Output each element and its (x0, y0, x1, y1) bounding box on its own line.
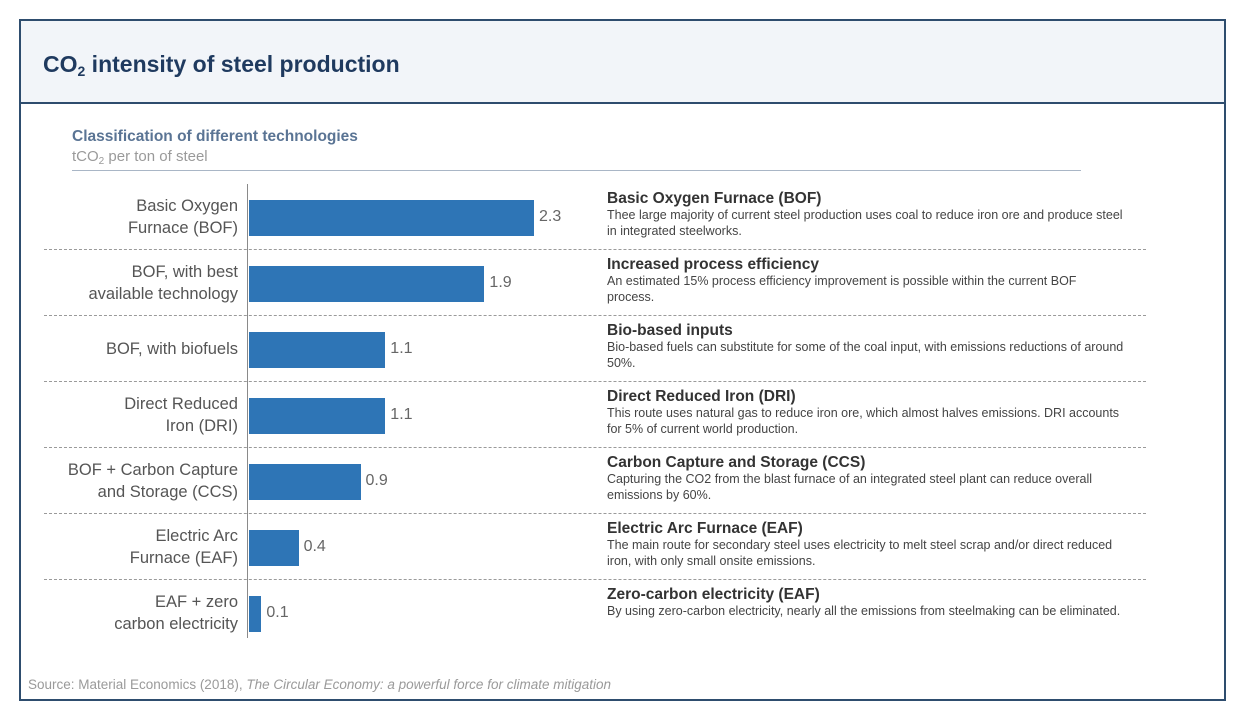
chart-row: BOF, with biofuels 1.1 Bio-based inputs Bio… (0, 316, 1240, 382)
description-text: The main route for secondary steel uses … (607, 538, 1113, 568)
description-text: Thee large majority of current steel pro… (607, 208, 1123, 238)
row-separator (44, 249, 1146, 250)
value-label: 1.1 (390, 340, 413, 357)
row-separator (44, 315, 1146, 316)
page-title: CO2 intensity of steel production (43, 51, 400, 79)
bar (249, 332, 386, 368)
description-heading: Bio-based inputs (607, 322, 733, 339)
technology-description: Electric Arc Furnace (EAF) The main route… (607, 519, 1127, 569)
bar (249, 398, 386, 434)
description-text: This route uses natural gas to reduce ir… (607, 406, 1120, 436)
row-separator (44, 513, 1146, 514)
bar (249, 596, 262, 632)
description-heading: Electric Arc Furnace (EAF) (607, 520, 803, 537)
category-label: Basic Oxygen Furnace (BOF) (127, 197, 238, 237)
row-separator (44, 381, 1146, 382)
chart-row: BOF + Carbon Capture and Storage (CCS) 0.… (0, 448, 1240, 514)
description-text: Capturing the CO2 from the blast furnace… (607, 472, 1093, 502)
header-band: CO2 intensity of steel production (21, 21, 1224, 104)
description-text: Bio-based fuels can substitute for some … (607, 340, 1124, 370)
unit-underline (72, 170, 1081, 171)
bar (249, 464, 361, 500)
technology-description: Basic Oxygen Furnace (BOF) Thee large maj… (607, 189, 1127, 239)
technology-description: Carbon Capture and Storage (CCS) Capturin… (607, 453, 1127, 503)
description-heading: Zero-carbon electricity (EAF) (607, 586, 820, 603)
slide-frame: CO2 intensity of steel production (19, 19, 1226, 701)
row-separator (44, 447, 1146, 448)
chart-row: BOF, with best available technology 1.9 In… (0, 250, 1240, 316)
y-axis-line (247, 184, 248, 638)
chart-subtitle: Classification of different technologies (72, 128, 358, 145)
category-label: BOF, with best available technology (88, 263, 238, 303)
source-note: Source: Material Economics (2018), The C… (28, 677, 611, 692)
category-label: Direct Reduced Iron (DRI) (124, 395, 238, 435)
description-heading: Increased process efficiency (607, 256, 819, 273)
category-label: EAF + zero carbon electricity (114, 593, 238, 633)
bar (249, 266, 485, 302)
value-label: 0.4 (303, 538, 326, 555)
value-label: 2.3 (539, 208, 562, 225)
technology-description: Bio-based inputs Bio-based fuels can subs… (607, 321, 1127, 371)
value-label: 1.1 (390, 406, 413, 423)
technology-description: Direct Reduced Iron (DRI) This route uses… (607, 387, 1127, 437)
category-label: BOF, with biofuels (105, 340, 238, 358)
bar (249, 530, 299, 566)
chart-row: Electric Arc Furnace (EAF) 0.4 Electric Ar… (0, 514, 1240, 580)
description-text: An estimated 15% process efficiency impr… (607, 274, 1077, 304)
category-label: BOF + Carbon Capture and Storage (CCS) (67, 461, 238, 501)
chart-unit-label: tCO2 per ton of steel (72, 148, 208, 167)
bar (249, 200, 534, 236)
row-separator (44, 579, 1146, 580)
description-text: By using zero-carbon electricity, nearly… (607, 604, 1121, 618)
technology-description: Increased process efficiency An estimated… (607, 255, 1127, 305)
value-label: 0.9 (365, 472, 388, 489)
value-label: 1.9 (489, 274, 512, 291)
description-heading: Basic Oxygen Furnace (BOF) (607, 190, 822, 207)
category-label: Electric Arc Furnace (EAF) (129, 527, 238, 567)
value-label: 0.1 (266, 604, 289, 621)
description-heading: Carbon Capture and Storage (CCS) (607, 454, 866, 471)
chart-row: EAF + zero carbon electricity 0.1 Zero-car… (0, 580, 1240, 646)
description-heading: Direct Reduced Iron (DRI) (607, 388, 796, 405)
chart-row: Direct Reduced Iron (DRI) 1.1 Direct Reduc… (0, 382, 1240, 448)
technology-description: Zero-carbon electricity (EAF) By using ze… (607, 585, 1127, 620)
chart-row: Basic Oxygen Furnace (BOF) 2.3 Basic Oxyge… (0, 184, 1240, 250)
